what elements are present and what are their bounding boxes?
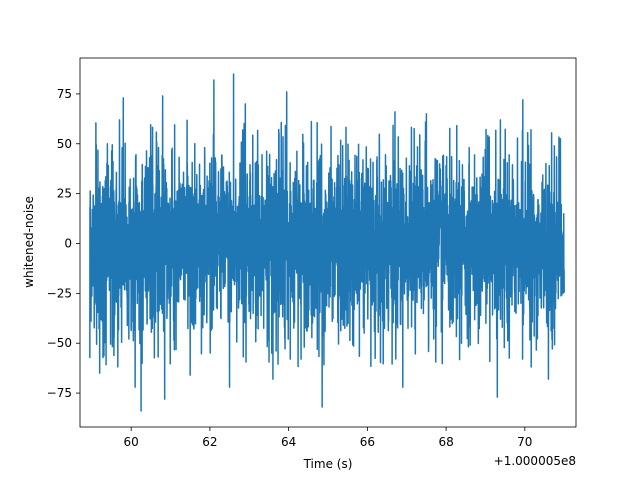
series-line	[89, 73, 565, 412]
y-axis: −75 −50 −25 0 25 50 75	[47, 87, 80, 400]
x-tick-label: 64	[281, 435, 296, 449]
x-tick-label: 66	[360, 435, 375, 449]
y-tick-label: −75	[47, 386, 72, 400]
x-axis: 60 62 64 66 68 70	[124, 427, 532, 449]
y-tick-label: −25	[47, 286, 72, 300]
x-tick-label: 68	[438, 435, 453, 449]
x-tick-label: 60	[124, 435, 139, 449]
y-tick-label: 0	[64, 236, 72, 250]
axes-frame	[79, 57, 577, 428]
y-axis-label: whitened-noise	[22, 196, 36, 288]
series-layer	[89, 73, 565, 412]
y-tick-label: 75	[57, 87, 72, 101]
y-tick-label: 50	[57, 137, 72, 151]
y-tick-label: −50	[47, 336, 72, 350]
x-axis-offset-label: +1.000005e8	[494, 454, 576, 468]
x-tick-label: 70	[517, 435, 532, 449]
x-axis-label: Time (s)	[303, 457, 353, 471]
x-tick-label: 62	[202, 435, 217, 449]
y-tick-label: 25	[57, 187, 72, 201]
